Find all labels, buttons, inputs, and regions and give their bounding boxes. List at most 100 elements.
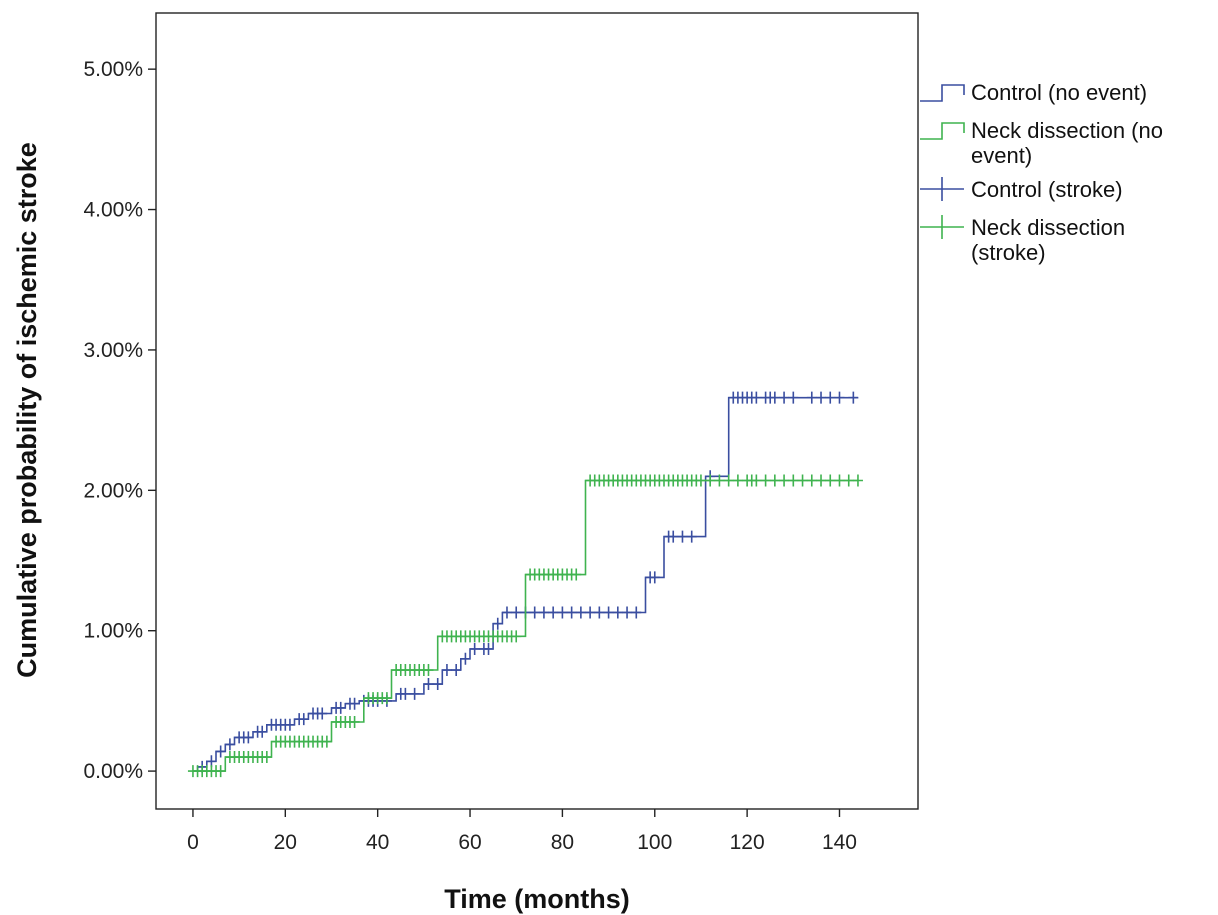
censor-mark-control	[622, 606, 633, 619]
legend-item-neck-dissection-no-event-: Neck dissection (no event)	[920, 118, 1163, 168]
censor-mark-neck-dissection	[816, 474, 827, 487]
legend-cross-icon	[920, 177, 964, 201]
legend-cross-icon	[920, 215, 964, 239]
censor-mark-control	[769, 391, 780, 404]
censor-mark-neck-dissection	[797, 474, 808, 487]
x-tick-label: 40	[366, 831, 389, 854]
legend-label: Neck dissection (stroke)	[971, 215, 1125, 265]
censor-mark-control	[215, 745, 226, 758]
censor-mark-control	[243, 731, 254, 744]
censor-mark-control	[575, 606, 586, 619]
censor-mark-control	[335, 701, 346, 714]
censor-mark-control	[585, 606, 596, 619]
x-axis: 0 20 40 60 80 100 120 140	[187, 809, 857, 854]
censor-mark-control	[668, 530, 679, 543]
y-tick-label: 4.00%	[83, 199, 143, 222]
censor-mark-control	[779, 391, 790, 404]
censor-mark-neck-dissection	[788, 474, 799, 487]
x-tick-label: 80	[551, 831, 574, 854]
y-axis: 0.00% 1.00% 2.00% 3.00% 4.00% 5.00%	[83, 58, 156, 783]
censor-mark-control	[349, 697, 360, 710]
censor-mark-control	[788, 391, 799, 404]
censor-mark-control	[423, 678, 434, 691]
censor-mark-control	[816, 391, 827, 404]
censor-mark-control	[825, 391, 836, 404]
x-axis-title: Time (months)	[444, 884, 630, 914]
censor-mark-control	[492, 617, 503, 630]
y-axis-title: Cumulative probability of ischemic strok…	[12, 142, 42, 678]
censor-mark-control	[548, 606, 559, 619]
censor-mark-control	[441, 664, 452, 677]
y-tick-label: 5.00%	[83, 58, 143, 81]
censor-mark-neck-dissection	[852, 474, 863, 487]
censor-mark-control	[566, 606, 577, 619]
step-line-control	[192, 396, 858, 772]
censor-mark-control	[460, 652, 471, 665]
censor-mark-neck-dissection	[806, 474, 817, 487]
y-tick-label: 3.00%	[83, 339, 143, 362]
y-tick-label: 2.00%	[83, 479, 143, 502]
censor-mark-neck-dissection	[571, 568, 582, 581]
legend: Control (no event) Neck dissection (no eve…	[920, 80, 1163, 265]
censor-mark-control	[594, 606, 605, 619]
censor-mark-control	[432, 678, 443, 691]
censor-mark-neck-dissection	[261, 751, 272, 764]
censor-mark-control	[284, 718, 295, 731]
censor-mark-control	[257, 725, 268, 738]
censor-mark-neck-dissection	[705, 474, 716, 487]
censor-mark-neck-dissection	[714, 474, 725, 487]
censor-mark-neck-dissection	[769, 474, 780, 487]
legend-step-icon	[920, 122, 965, 140]
censor-mark-control	[751, 391, 762, 404]
x-tick-label: 0	[187, 831, 199, 854]
censor-mark-neck-dissection	[834, 474, 845, 487]
censor-mark-control	[409, 687, 420, 700]
censor-mark-neck-dissection	[695, 474, 706, 487]
censor-mark-control	[400, 687, 411, 700]
legend-label: Neck dissection (no event)	[971, 118, 1163, 168]
legend-step-icon	[920, 84, 965, 102]
censor-mark-neck-dissection	[825, 474, 836, 487]
x-tick-label: 120	[730, 831, 765, 854]
censor-mark-control	[557, 606, 568, 619]
censor-mark-control	[806, 391, 817, 404]
censor-mark-control	[469, 642, 480, 655]
x-tick-label: 140	[822, 831, 857, 854]
x-tick-label: 100	[637, 831, 672, 854]
censor-mark-control	[511, 606, 522, 619]
plot-frame	[155, 12, 919, 810]
legend-label: Control (no event)	[971, 80, 1147, 105]
censor-mark-neck-dissection	[321, 735, 332, 748]
censor-mark-control	[686, 530, 697, 543]
censor-mark-neck-dissection	[349, 715, 360, 728]
series-control	[192, 391, 859, 773]
x-tick-label: 20	[274, 831, 297, 854]
censor-mark-neck-dissection	[751, 474, 762, 487]
legend-item-neck-dissection-stroke-: Neck dissection (stroke)	[920, 215, 1125, 265]
censor-mark-control	[677, 530, 688, 543]
censor-mark-neck-dissection	[511, 630, 522, 643]
y-tick-label: 0.00%	[83, 760, 143, 783]
legend-item-control-stroke-: Control (stroke)	[920, 177, 1123, 202]
legend-label: Control (stroke)	[971, 177, 1123, 202]
censor-mark-control	[224, 738, 235, 751]
x-tick-label: 60	[458, 831, 481, 854]
censor-mark-control	[298, 713, 309, 726]
series-neck-dissection	[187, 474, 863, 778]
censor-mark-control	[501, 606, 512, 619]
censor-mark-neck-dissection	[381, 692, 392, 705]
series-layer	[187, 391, 863, 778]
censor-mark-neck-dissection	[723, 474, 734, 487]
legend-item-control-no-event-: Control (no event)	[920, 80, 1147, 105]
censor-mark-control	[317, 707, 328, 720]
censor-mark-neck-dissection	[423, 664, 434, 677]
censor-mark-control	[631, 606, 642, 619]
censor-mark-control	[529, 606, 540, 619]
censor-mark-control	[848, 391, 859, 404]
censor-mark-control	[612, 606, 623, 619]
y-tick-label: 1.00%	[83, 620, 143, 643]
censor-mark-neck-dissection	[843, 474, 854, 487]
censor-mark-neck-dissection	[760, 474, 771, 487]
censor-mark-neck-dissection	[215, 765, 226, 778]
